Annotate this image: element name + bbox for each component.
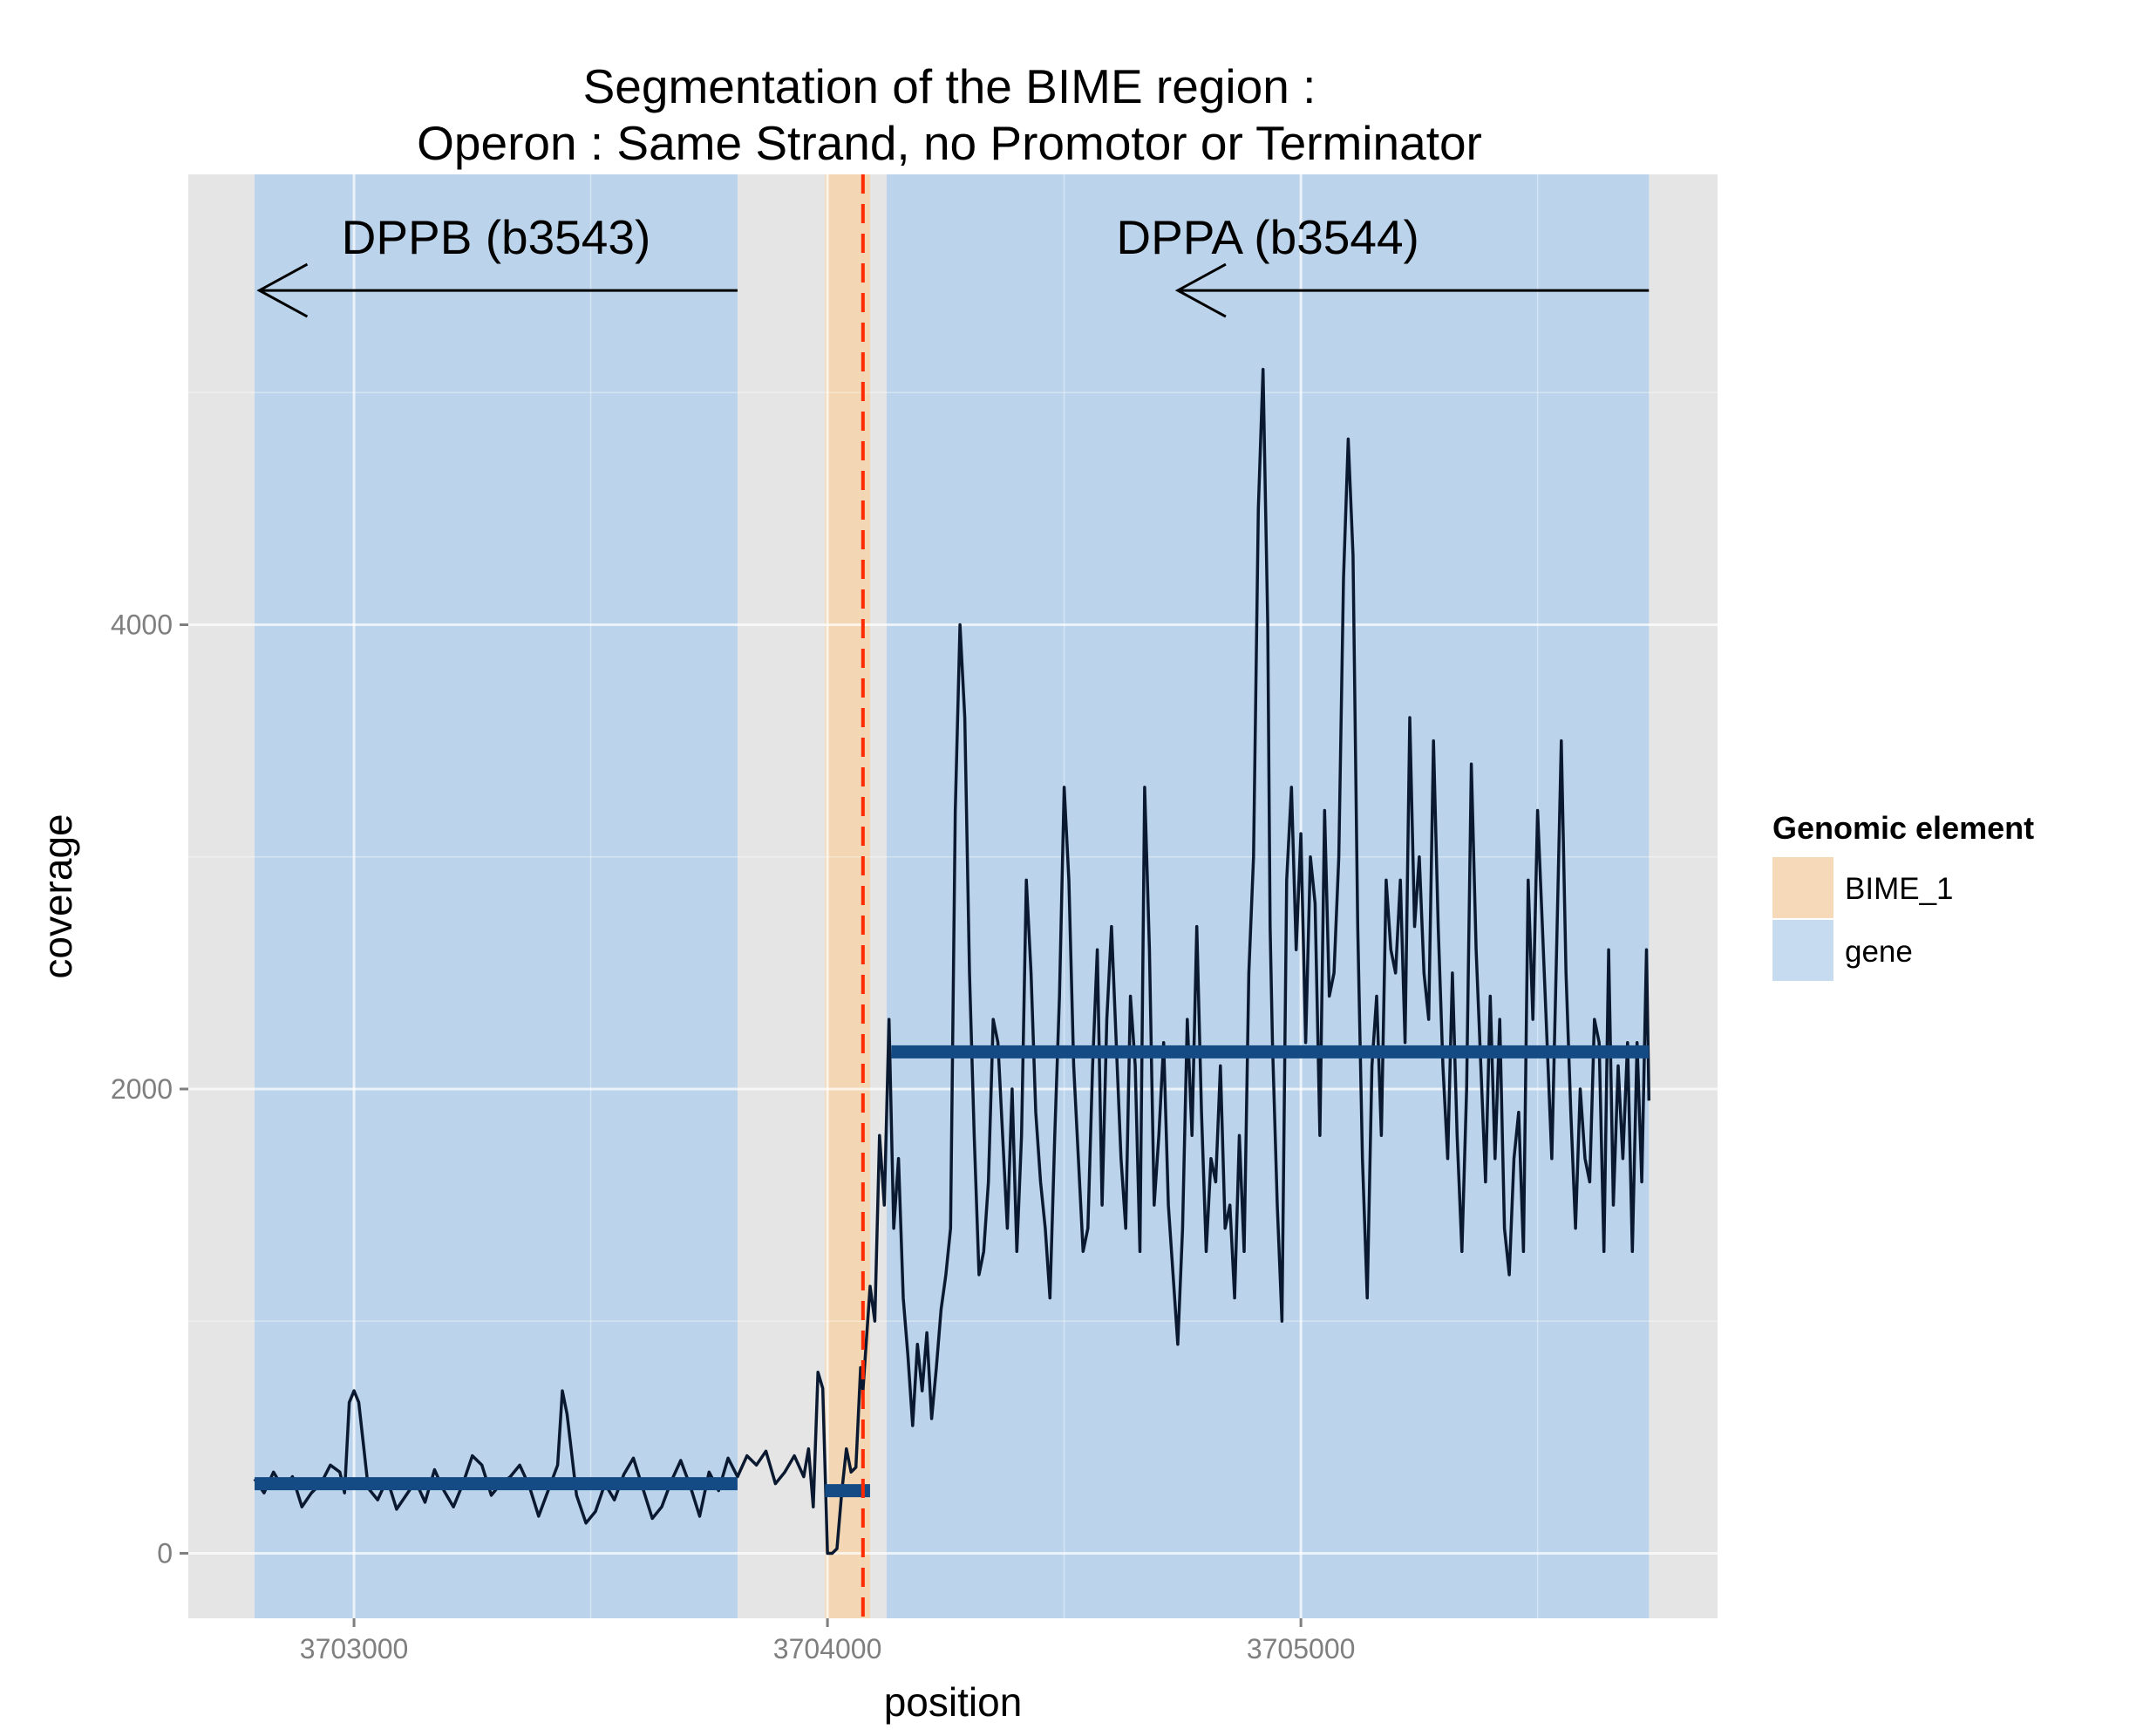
- x-tick-label: 3703000: [300, 1633, 409, 1665]
- legend-label-gene: gene: [1845, 935, 1913, 969]
- gene-label: DPPB (b3543): [342, 210, 651, 264]
- y-tick-label: 4000: [111, 609, 173, 641]
- x-axis-title: position: [884, 1679, 1023, 1725]
- x-axis-ticks: 3703000 3704000 3705000: [300, 1618, 1356, 1665]
- gene-arrow-head: [256, 262, 309, 318]
- x-tick-label: 3705000: [1247, 1633, 1356, 1665]
- y-axis-ticks: 0 2000 4000: [111, 609, 188, 1569]
- region-gene-0: [255, 174, 738, 1618]
- legend-key-bime: [1772, 857, 1833, 918]
- y-axis-title: coverage: [35, 814, 80, 978]
- genomic-regions: [255, 174, 1650, 1618]
- region-gene-1: [886, 174, 1650, 1618]
- chart-title: Segmentation of the BIME region :: [583, 59, 1316, 113]
- gene-arrow-head: [1174, 262, 1227, 318]
- y-tick-label: 2000: [111, 1073, 173, 1105]
- x-tick-label: 3704000: [773, 1633, 882, 1665]
- gene-label: DPPA (b3544): [1116, 210, 1419, 264]
- legend: Genomic element BIME_1 gene: [1772, 810, 2034, 981]
- legend-label-bime: BIME_1: [1845, 872, 1954, 906]
- y-tick-label: 0: [157, 1537, 173, 1569]
- chart-subtitle: Operon : Same Strand, no Promotor or Ter…: [417, 116, 1482, 170]
- gene-annotations: DPPB (b3543) DPPA (b3544): [256, 210, 1650, 318]
- legend-title: Genomic element: [1772, 810, 2034, 846]
- legend-key-gene: [1772, 920, 1833, 981]
